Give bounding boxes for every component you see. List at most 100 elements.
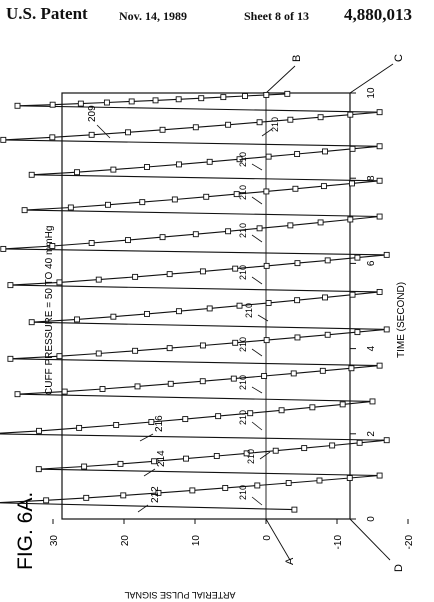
data-point <box>273 448 278 453</box>
data-point <box>29 172 34 177</box>
data-point <box>77 425 82 430</box>
data-point <box>167 272 172 277</box>
x-tick-label: 0 <box>366 516 377 522</box>
data-point <box>200 343 205 348</box>
data-point <box>57 354 62 359</box>
data-point <box>291 371 296 376</box>
data-point <box>100 386 105 391</box>
data-point <box>50 102 55 107</box>
data-point <box>223 485 228 490</box>
y-tick-label: 0 <box>262 535 273 541</box>
data-point <box>216 414 221 419</box>
data-point <box>288 223 293 228</box>
data-point <box>325 332 330 337</box>
data-point <box>129 99 134 104</box>
leader-b <box>266 66 295 93</box>
data-point <box>370 399 375 404</box>
data-point <box>135 384 140 389</box>
data-point <box>200 379 205 384</box>
ref-210-h: 210 <box>238 375 248 390</box>
x-tick-label: 4 <box>366 345 377 351</box>
data-point <box>96 351 101 356</box>
data-point <box>377 144 382 149</box>
data-point <box>318 220 323 225</box>
ref-210-g: 210 <box>238 337 248 352</box>
data-point <box>357 440 362 445</box>
y-axis-label: ARTERIAL PULSE SIGNAL <box>124 590 235 600</box>
data-point <box>377 473 382 478</box>
ref-210-f: 210 <box>244 303 254 318</box>
corner-label-d: D <box>393 564 405 572</box>
ref-216: 216 <box>154 415 165 432</box>
data-point <box>286 480 291 485</box>
data-point <box>160 235 165 240</box>
data-point <box>29 320 34 325</box>
data-point <box>82 464 87 469</box>
data-point <box>15 392 20 397</box>
ref-210-j: 210 <box>246 449 256 464</box>
data-point <box>121 493 126 498</box>
data-point <box>111 167 116 172</box>
pulse-waveform <box>0 94 387 510</box>
data-point <box>323 295 328 300</box>
data-point <box>62 389 67 394</box>
data-point <box>310 405 315 410</box>
data-point <box>266 154 271 159</box>
y-tick-label: 20 <box>120 535 131 547</box>
data-point <box>348 217 353 222</box>
data-point <box>355 330 360 335</box>
data-point <box>118 461 123 466</box>
ref-210-i: 210 <box>238 410 248 425</box>
data-point <box>78 101 83 106</box>
data-point <box>255 483 260 488</box>
data-point <box>279 408 284 413</box>
data-point <box>8 356 13 361</box>
data-point <box>325 258 330 263</box>
data-point <box>340 402 345 407</box>
ref-209: 209 <box>87 105 98 122</box>
data-point <box>349 366 354 371</box>
data-point <box>226 122 231 127</box>
data-point <box>231 376 236 381</box>
data-point <box>257 120 262 125</box>
data-point <box>168 381 173 386</box>
x-tick-label: 10 <box>366 87 377 99</box>
ref-210-d: 210 <box>238 223 248 238</box>
data-point <box>318 115 323 120</box>
reference-numerals: 209 210 210 210 210 210 210 210 210 210 … <box>87 105 280 512</box>
data-point <box>160 127 165 132</box>
data-point <box>193 232 198 237</box>
data-point <box>153 98 158 103</box>
data-point <box>204 194 209 199</box>
y-tick-label: 10 <box>191 535 202 547</box>
data-point <box>295 261 300 266</box>
data-point <box>237 303 242 308</box>
x-tick-label: 6 <box>366 260 377 266</box>
data-point <box>264 263 269 268</box>
data-point <box>295 152 300 157</box>
data-point <box>75 317 80 322</box>
plot-frame <box>62 93 350 519</box>
data-point <box>114 422 119 427</box>
data-point <box>207 306 212 311</box>
data-point <box>349 181 354 186</box>
data-point <box>288 117 293 122</box>
data-point <box>89 132 94 137</box>
data-point <box>323 149 328 154</box>
data-point <box>377 110 382 115</box>
y-tick-label: -10 <box>333 535 344 550</box>
data-point <box>144 311 149 316</box>
data-point <box>377 178 382 183</box>
data-point <box>264 92 269 97</box>
data-point <box>302 446 307 451</box>
data-point <box>1 246 6 251</box>
ref-210-e: 210 <box>238 265 248 280</box>
data-point <box>207 159 212 164</box>
ref-212: 212 <box>150 486 161 503</box>
data-point <box>347 476 352 481</box>
leader-d <box>350 519 390 560</box>
corner-label-b: B <box>291 55 303 62</box>
data-point <box>176 97 181 102</box>
data-point <box>233 340 238 345</box>
data-point <box>140 200 145 205</box>
